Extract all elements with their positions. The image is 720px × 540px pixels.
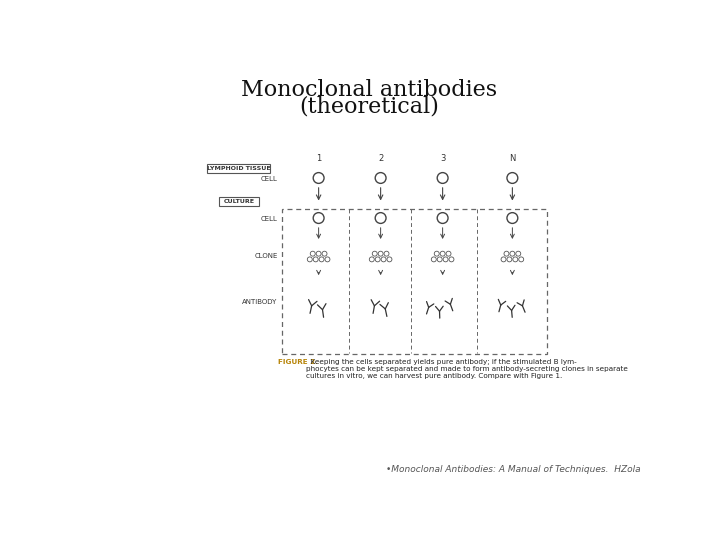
- Circle shape: [322, 251, 327, 256]
- Circle shape: [310, 251, 315, 256]
- Circle shape: [387, 257, 392, 262]
- Text: ANTIBODY: ANTIBODY: [242, 299, 277, 305]
- FancyBboxPatch shape: [219, 197, 258, 206]
- Circle shape: [316, 251, 321, 256]
- Circle shape: [513, 257, 518, 262]
- Circle shape: [378, 251, 383, 256]
- Circle shape: [446, 251, 451, 256]
- Text: CELL: CELL: [261, 176, 277, 182]
- Circle shape: [325, 257, 330, 262]
- Circle shape: [369, 257, 374, 262]
- Circle shape: [449, 257, 454, 262]
- Circle shape: [437, 213, 448, 224]
- Circle shape: [437, 173, 448, 184]
- Circle shape: [507, 173, 518, 184]
- Circle shape: [381, 257, 386, 262]
- Circle shape: [501, 257, 506, 262]
- Text: CULTURE: CULTURE: [223, 199, 254, 204]
- Text: N: N: [509, 154, 516, 163]
- Text: CLONE: CLONE: [254, 253, 277, 259]
- Circle shape: [307, 257, 312, 262]
- Circle shape: [437, 257, 442, 262]
- Circle shape: [384, 251, 389, 256]
- Circle shape: [375, 173, 386, 184]
- Text: Keeping the cells separated yields pure antibody; if the stimulated B lym-
phocy: Keeping the cells separated yields pure …: [306, 359, 628, 379]
- Circle shape: [507, 257, 512, 262]
- Circle shape: [434, 251, 439, 256]
- Circle shape: [319, 257, 324, 262]
- Bar: [282, 209, 547, 354]
- Circle shape: [431, 257, 436, 262]
- Circle shape: [313, 213, 324, 224]
- Text: (theoretical): (theoretical): [299, 96, 439, 118]
- Circle shape: [443, 257, 448, 262]
- FancyBboxPatch shape: [207, 164, 270, 173]
- Text: FIGURE 2.: FIGURE 2.: [279, 359, 318, 365]
- Circle shape: [372, 251, 377, 256]
- Text: •Monoclonal Antibodies: A Manual of Techniques.  HZola: •Monoclonal Antibodies: A Manual of Tech…: [386, 465, 640, 474]
- Circle shape: [518, 257, 523, 262]
- Text: Monoclonal antibodies: Monoclonal antibodies: [241, 79, 497, 100]
- Circle shape: [375, 213, 386, 224]
- Circle shape: [507, 213, 518, 224]
- Text: 1: 1: [316, 154, 321, 163]
- Text: LYMPHOID TISSUE: LYMPHOID TISSUE: [207, 166, 271, 171]
- Text: 2: 2: [378, 154, 383, 163]
- Circle shape: [504, 251, 509, 256]
- Circle shape: [440, 251, 445, 256]
- Circle shape: [516, 251, 521, 256]
- Circle shape: [313, 173, 324, 184]
- Text: 3: 3: [440, 154, 445, 163]
- Circle shape: [313, 257, 318, 262]
- Text: CELL: CELL: [261, 216, 277, 222]
- Circle shape: [510, 251, 515, 256]
- Circle shape: [375, 257, 380, 262]
